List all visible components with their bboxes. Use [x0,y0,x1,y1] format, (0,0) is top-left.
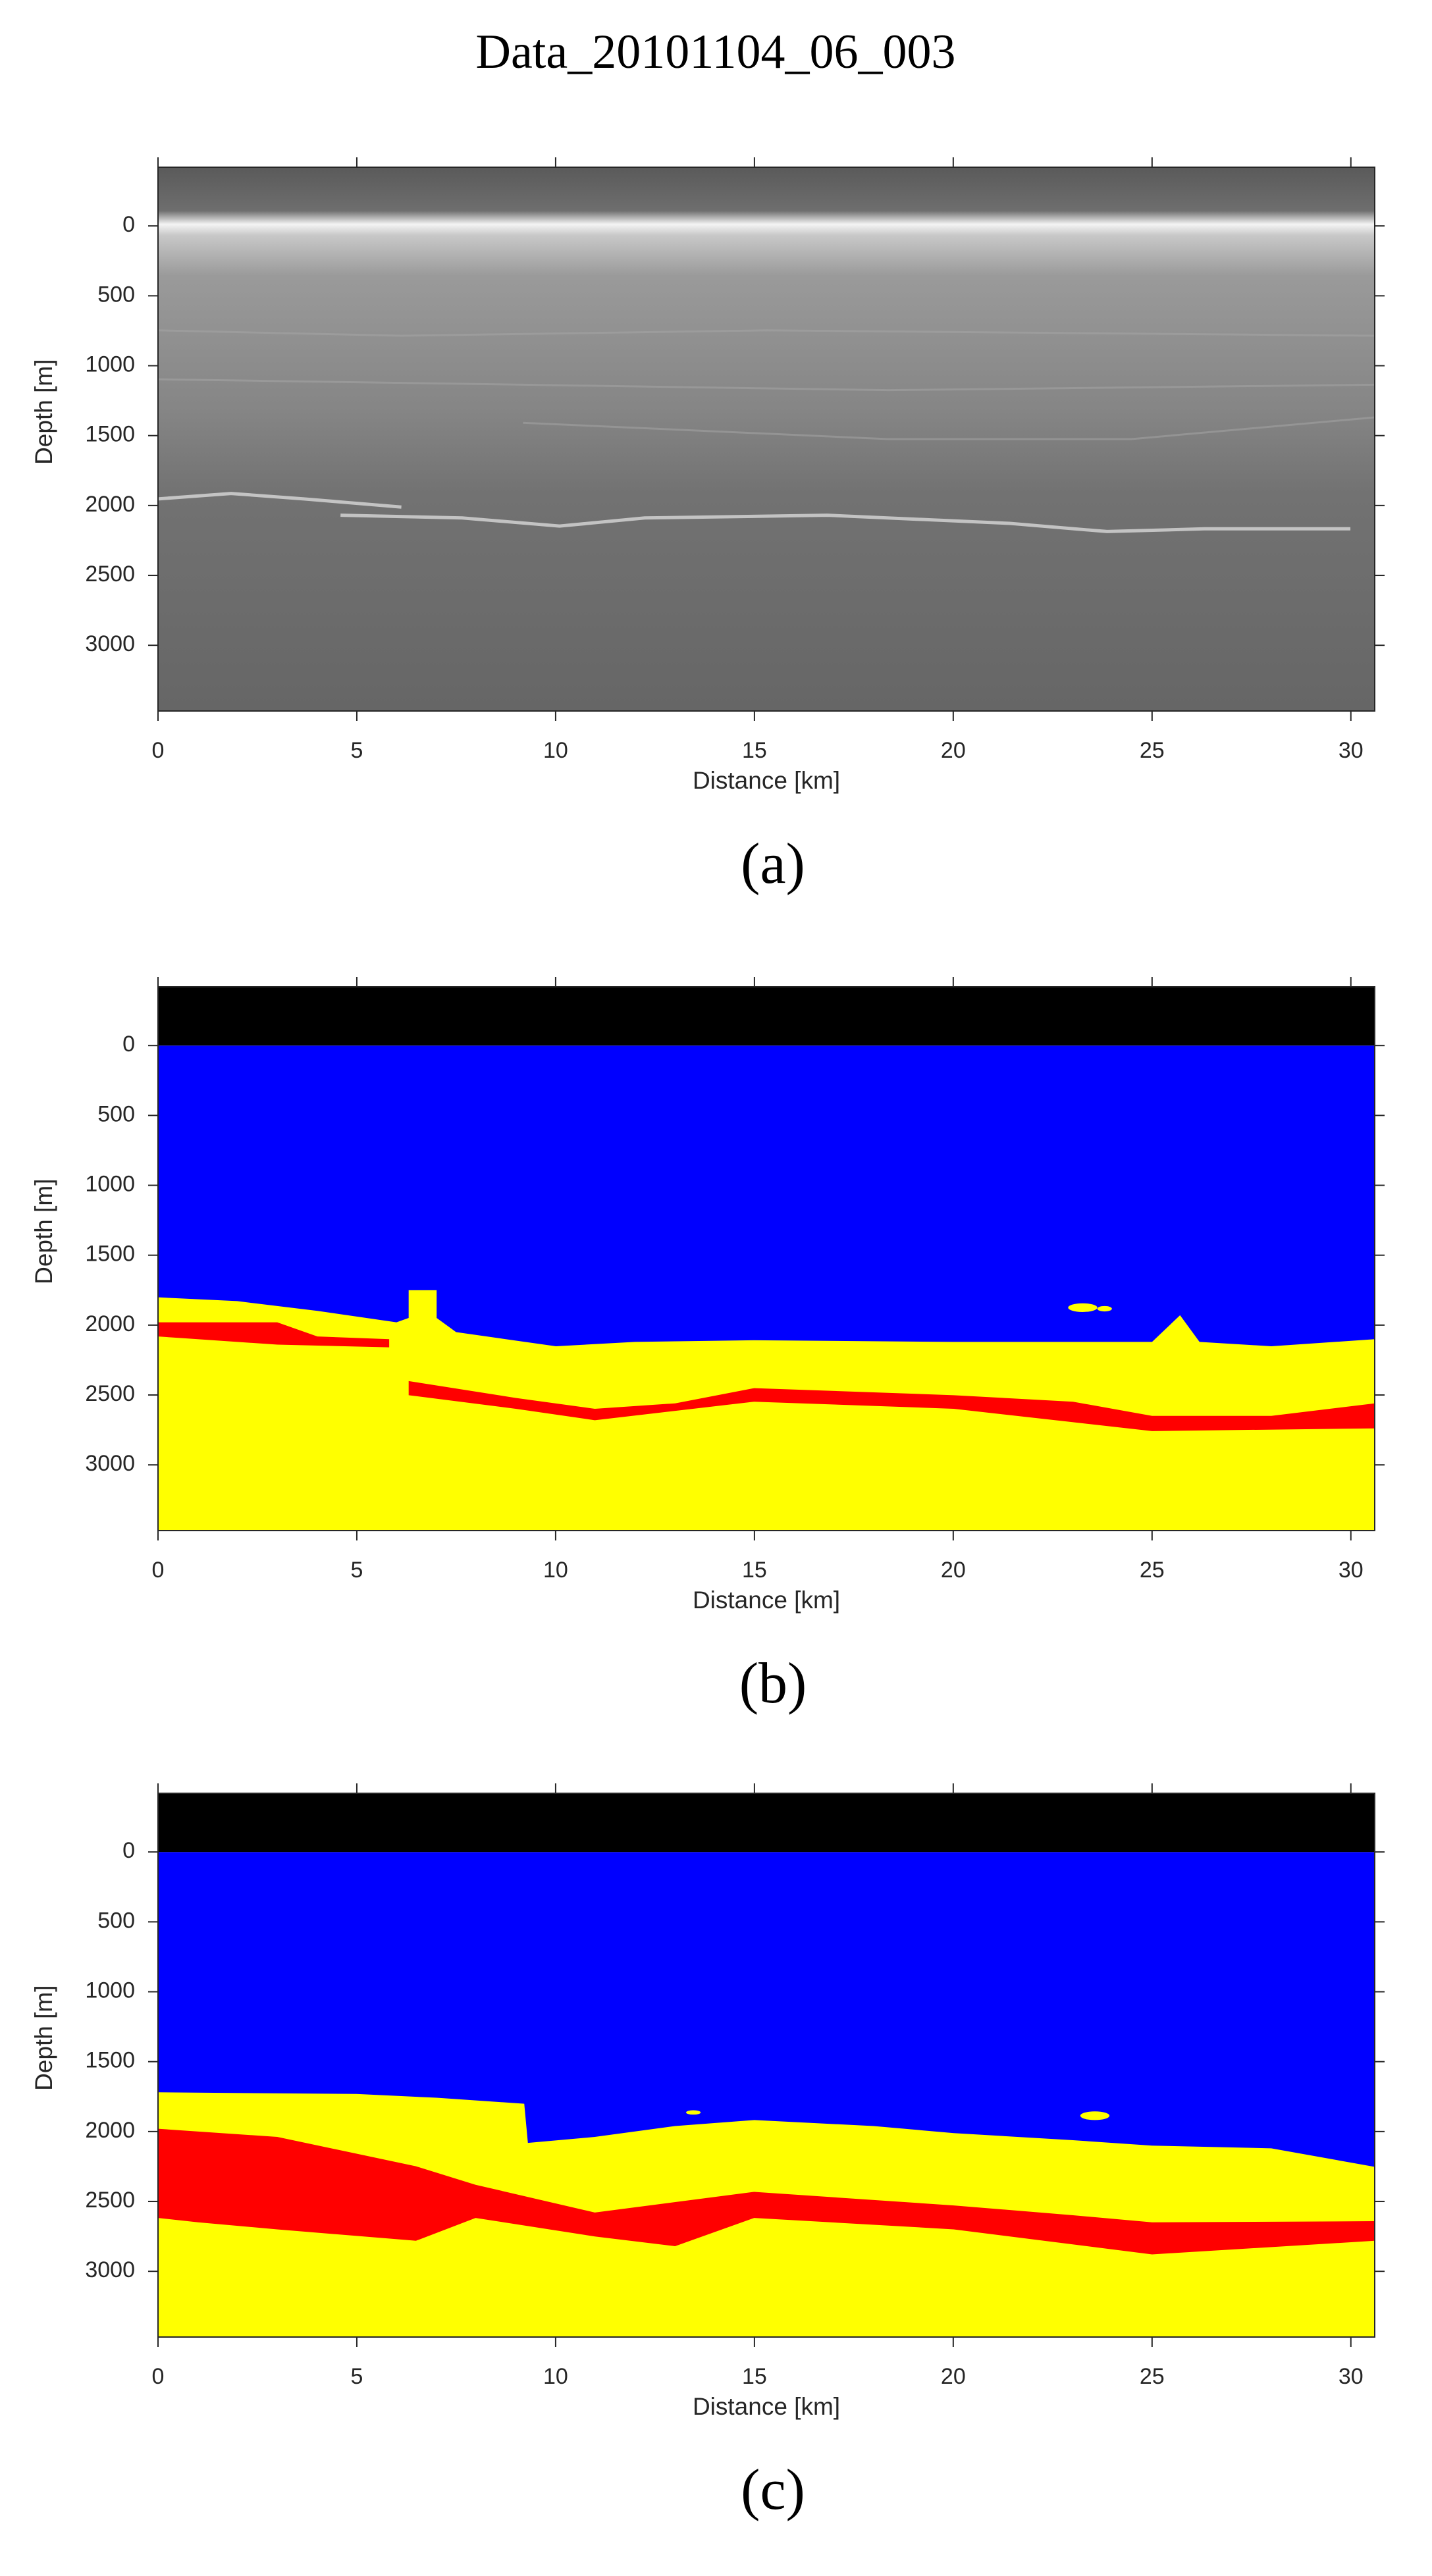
y-tick-label: 2000 [85,492,135,517]
y-axis-label: Depth [m] [30,1985,57,2090]
panel-caption: (c) [741,2458,805,2522]
y-tick-label: 0 [122,212,135,237]
panel: 0 5 10 15 20 25 30 0 500 1000 1500 2000 2500 3000 Dist… [30,1783,1385,2522]
x-tick-label: 30 [1339,1558,1364,1583]
x-tick-label: 25 [1140,1558,1165,1583]
x-axis-label: Distance [km] [693,2393,840,2420]
class-yellow-spot [686,2110,701,2115]
y-tick-label: 2500 [85,562,135,587]
panel: 0 5 10 15 20 25 30 0 500 1000 1500 2000 2500 3000 Dist… [30,977,1385,1716]
class-yellow-spot [1097,1305,1112,1312]
y-tick-label: 1000 [85,352,135,377]
y-tick-label: 3000 [85,631,135,656]
x-tick-label: 20 [941,1558,966,1583]
panel-caption: (b) [739,1652,807,1716]
y-tick-label: 1500 [85,1242,135,1267]
x-tick-label: 30 [1339,2364,1364,2389]
y-tick-label: 1000 [85,1172,135,1197]
x-tick-label: 0 [152,738,165,763]
y-tick-label: 500 [97,1908,135,1933]
class-blue [158,1045,1375,1346]
class-red [408,1380,1375,1431]
y-tick-label: 0 [122,1838,135,1863]
radargram-image [158,167,1375,711]
y-tick-label: 3000 [85,1451,135,1476]
x-tick-label: 15 [742,738,767,763]
class-red [158,2128,1375,2255]
x-tick-label: 0 [152,1558,165,1583]
y-axis-label: Depth [m] [30,359,57,464]
x-axis-label: Distance [km] [693,1587,840,1614]
y-tick-label: 2500 [85,2188,135,2213]
panel: 0 5 10 15 20 25 30 0 500 1000 1500 2000 2500 3000 Dist… [30,157,1385,896]
x-tick-label: 10 [543,738,568,763]
y-tick-label: 1500 [85,2048,135,2073]
class-black [158,1793,1375,1853]
x-tick-label: 15 [742,2364,767,2389]
y-tick-label: 500 [97,1101,135,1126]
x-tick-label: 30 [1339,738,1364,763]
class-blue [158,1852,1375,2167]
figure-title: Data_20101104_06_003 [476,25,956,79]
y-tick-label: 1000 [85,1978,135,2003]
x-tick-label: 0 [152,2364,165,2389]
reflector [157,492,402,509]
y-tick-label: 3000 [85,2257,135,2282]
y-tick-label: 1500 [85,422,135,447]
panel-caption: (a) [741,832,805,896]
class-red [158,1322,390,1348]
x-tick-label: 5 [350,1558,363,1583]
reflector [340,513,1351,533]
reflector [523,416,1375,440]
class-yellow-spot [1080,2111,1110,2120]
x-tick-label: 10 [543,1558,568,1583]
y-tick-label: 2000 [85,2118,135,2143]
x-tick-label: 25 [1140,738,1165,763]
y-tick-label: 500 [97,282,135,307]
x-tick-label: 20 [941,738,966,763]
y-tick-label: 0 [122,1032,135,1057]
x-axis-label: Distance [km] [693,767,840,794]
reflector [157,329,1375,337]
y-tick-label: 2500 [85,1381,135,1406]
class-black [158,987,1375,1046]
y-axis-label: Depth [m] [30,1178,57,1284]
reflector [157,378,1375,392]
class-yellow-spot [1068,1303,1098,1312]
x-tick-label: 5 [350,738,363,763]
x-tick-label: 15 [742,1558,767,1583]
plot-frame [157,167,1375,712]
x-tick-label: 5 [350,2364,363,2389]
plot-frame [157,1793,1375,2338]
x-tick-label: 25 [1140,2364,1165,2389]
x-tick-label: 20 [941,2364,966,2389]
plot-frame [157,986,1375,1531]
x-tick-label: 10 [543,2364,568,2389]
y-tick-label: 2000 [85,1311,135,1336]
